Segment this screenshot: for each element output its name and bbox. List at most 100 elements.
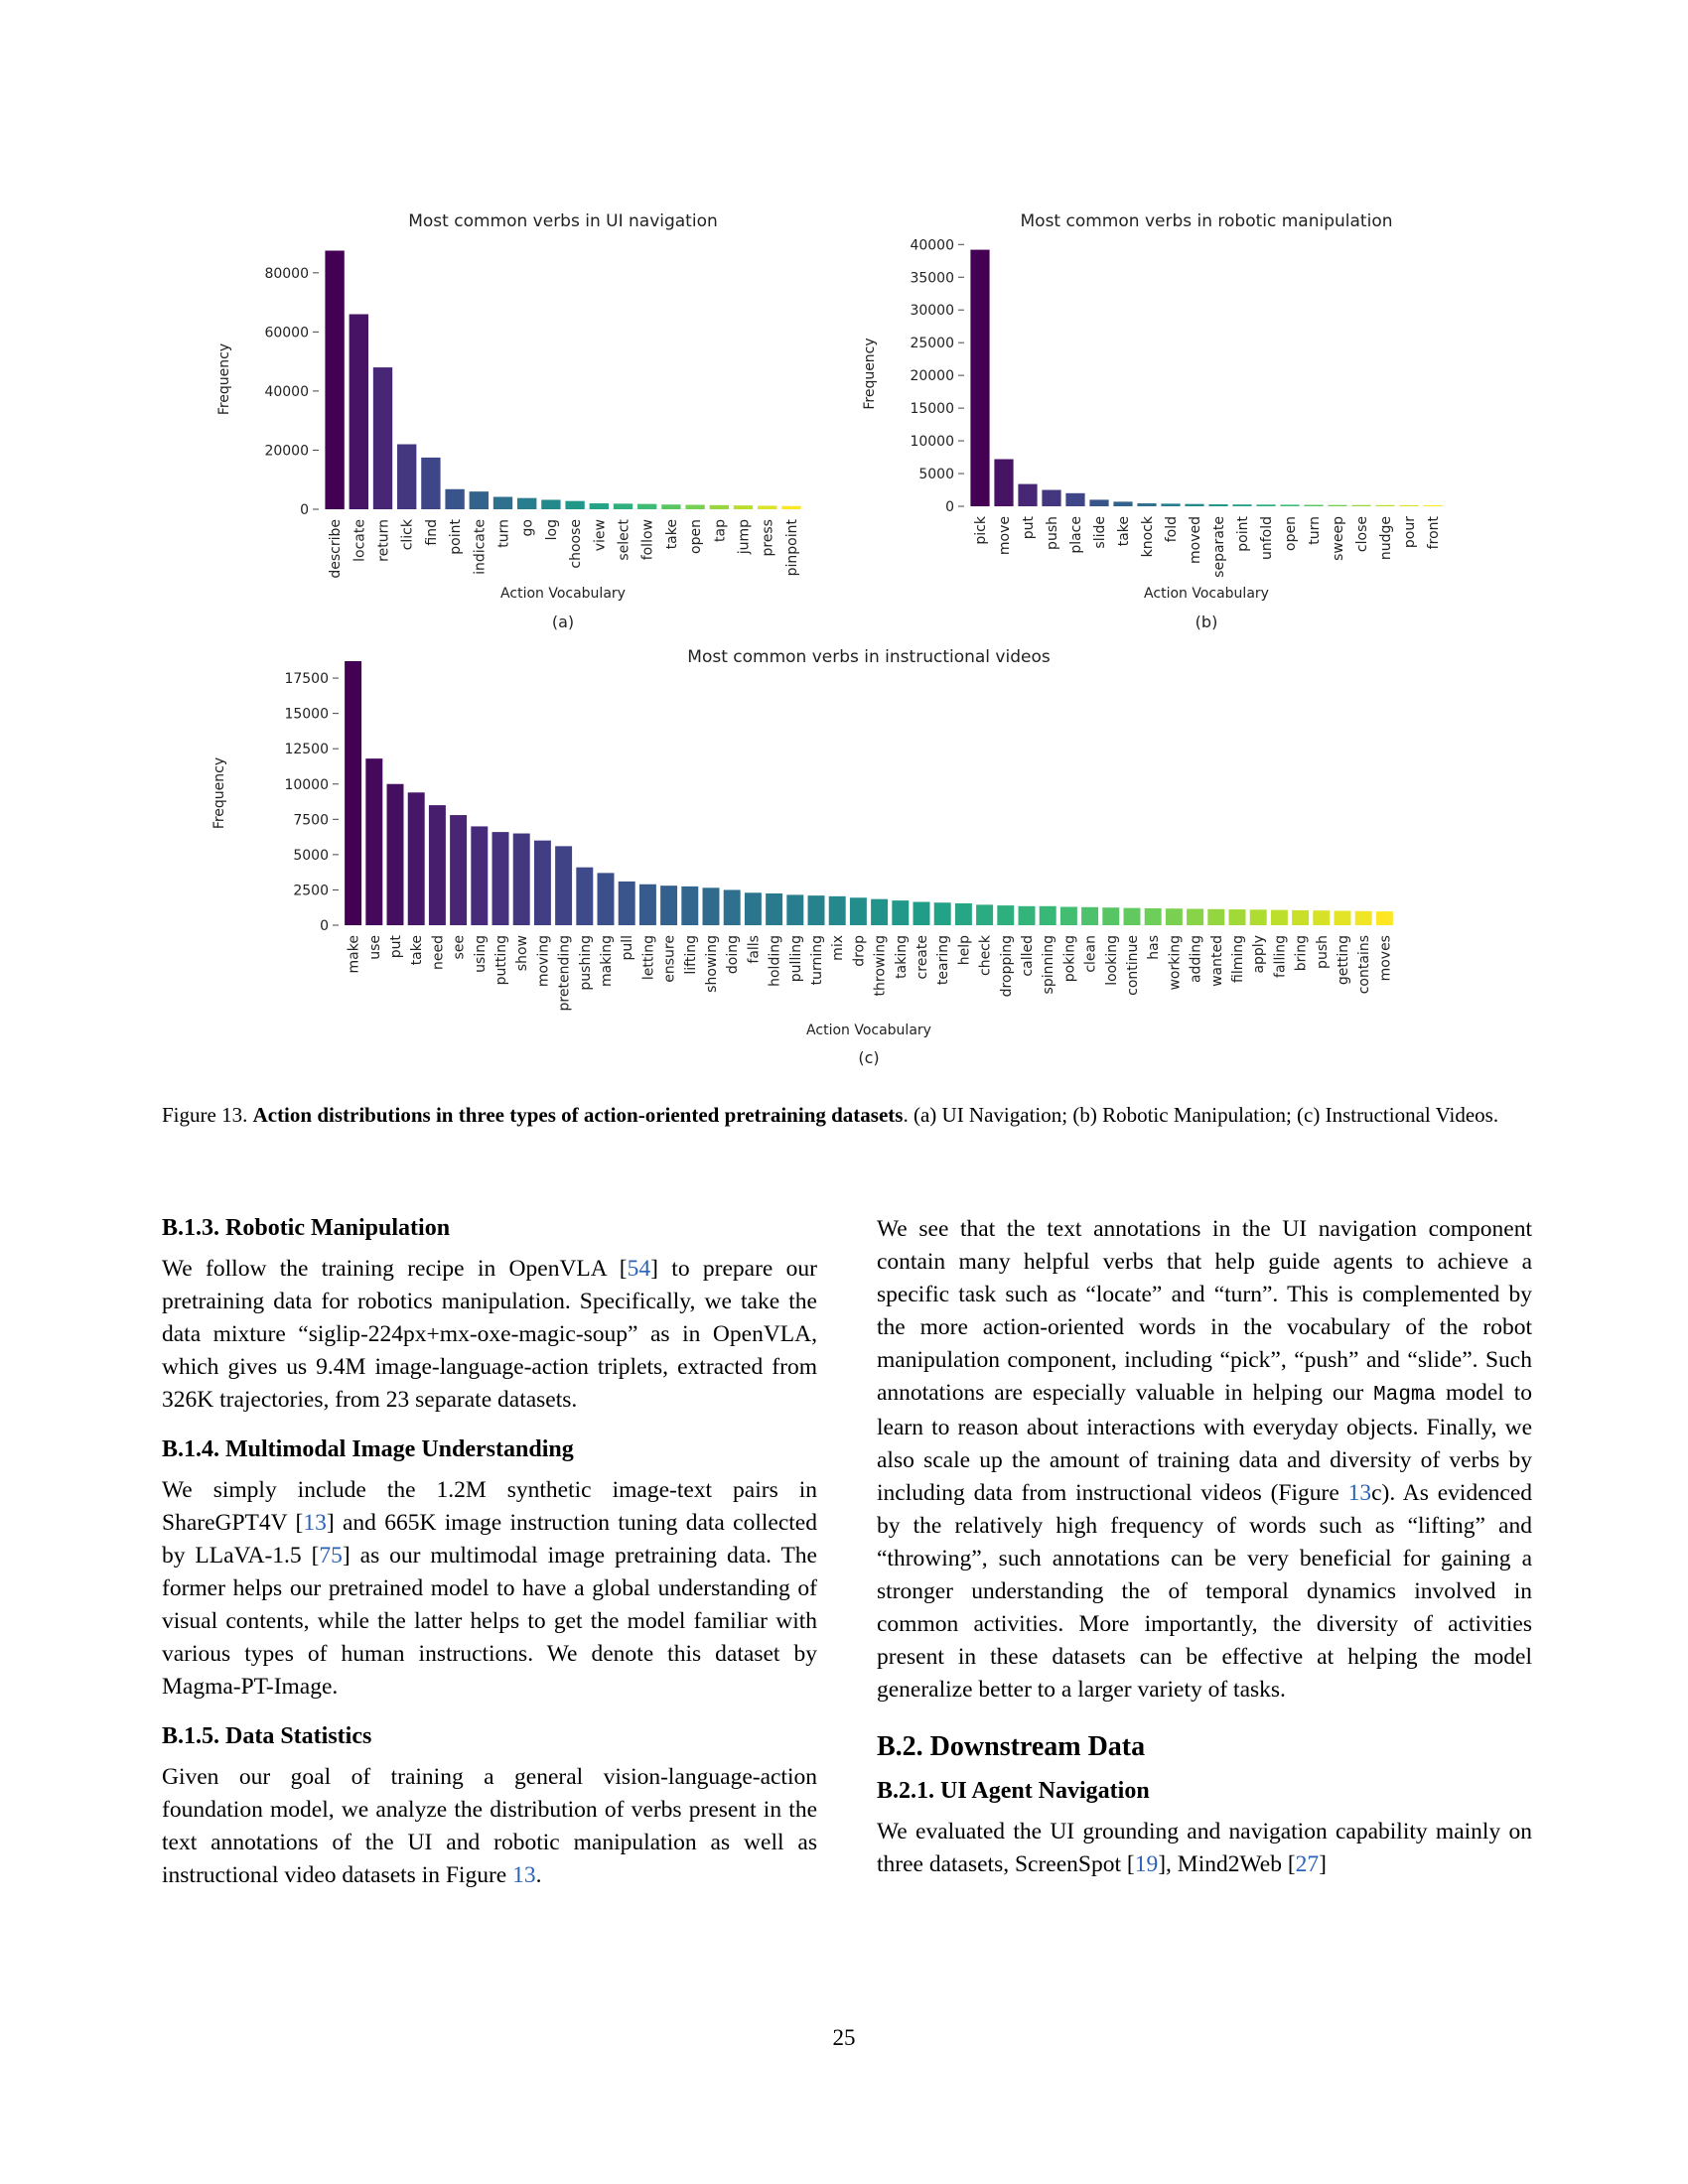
- chart-title: Most common verbs in instructional video…: [687, 647, 1051, 667]
- x-tick-label: holding: [768, 935, 783, 987]
- page-number: 25: [832, 2025, 856, 2050]
- x-tick-label: find: [424, 519, 440, 546]
- bar-close: [1351, 504, 1371, 506]
- x-tick-label: filming: [1230, 935, 1246, 983]
- bar-mix: [828, 895, 846, 925]
- x-tick-label: called: [1020, 935, 1036, 977]
- bar-push: [1313, 910, 1331, 925]
- x-tick-label: open: [688, 519, 704, 554]
- x-tick-label: spinning: [1041, 935, 1056, 994]
- x-tick-label: return: [376, 519, 392, 562]
- x-tick-label: pretending: [557, 935, 573, 1011]
- bar-dropping: [997, 905, 1015, 925]
- citation-link[interactable]: 75: [319, 1543, 343, 1569]
- bar-need: [428, 805, 446, 925]
- figure-link[interactable]: 13: [1347, 1480, 1372, 1506]
- y-tick-label: 0: [300, 502, 309, 518]
- paragraph-multimodal-image: We simply include the 1.2M synthetic ima…: [162, 1474, 817, 1704]
- bar-view: [589, 503, 609, 509]
- bar-throwing: [871, 898, 889, 925]
- figure-caption: Figure 13. Action distributions in three…: [162, 1101, 1527, 1129]
- y-tick-label: 20000: [264, 443, 309, 459]
- right-column: We see that the text annotations in the …: [877, 1213, 1532, 1899]
- bar-use: [365, 758, 383, 925]
- x-tick-label: go: [520, 519, 536, 536]
- section-heading-multimodal-image: B.1.4. Multimodal Image Understanding: [162, 1436, 574, 1462]
- chart-title: Most common verbs in UI navigation: [408, 211, 718, 231]
- x-tick-label: help: [956, 935, 972, 965]
- bar-making: [597, 873, 615, 925]
- paragraph-ui-agent-navigation: We evaluated the UI grounding and naviga…: [877, 1816, 1532, 1881]
- y-tick-label: 0: [945, 499, 954, 515]
- x-tick-label: create: [914, 935, 930, 979]
- bar-point: [1232, 504, 1252, 506]
- x-tick-label: jump: [737, 519, 753, 555]
- y-tick-label: 20000: [910, 368, 954, 384]
- y-tick-label: 12500: [284, 742, 329, 757]
- citation-link[interactable]: 27: [1295, 1851, 1320, 1877]
- bar-lifting: [681, 886, 699, 925]
- bar-moves: [1375, 911, 1393, 925]
- x-tick-label: separate: [1211, 516, 1227, 578]
- x-tick-label: letting: [640, 935, 656, 980]
- x-tick-label: put: [388, 934, 404, 958]
- y-tick-label: 2500: [293, 883, 329, 898]
- bar-push: [1042, 489, 1061, 506]
- x-tick-label: put: [1021, 515, 1037, 539]
- x-tick-label: make: [347, 935, 362, 973]
- bar-moved: [1185, 503, 1204, 506]
- bar-jump: [733, 505, 754, 509]
- bar-open: [1280, 504, 1300, 506]
- figure-link[interactable]: 13: [512, 1862, 536, 1888]
- chart-title: Most common verbs in robotic manipulatio…: [1021, 211, 1393, 231]
- bar-turning: [807, 895, 825, 925]
- bar-front: [1423, 504, 1443, 506]
- x-tick-label: pinpoint: [784, 518, 800, 576]
- paragraph-data-statistics: Given our goal of training a general vis…: [162, 1761, 817, 1892]
- x-tick-label: move: [997, 516, 1013, 555]
- x-tick-label: showing: [704, 935, 720, 993]
- bar-point: [445, 488, 465, 509]
- x-tick-label: drop: [851, 935, 867, 967]
- bar-poking: [1059, 906, 1077, 925]
- bar-falls: [744, 892, 762, 925]
- text-span: We evaluated the UI grounding and naviga…: [877, 1819, 1532, 1877]
- x-tick-label: making: [599, 935, 615, 987]
- y-tick-label: 60000: [264, 325, 309, 341]
- bar-click: [397, 444, 417, 509]
- citation-link[interactable]: 13: [303, 1510, 327, 1536]
- x-tick-label: place: [1068, 516, 1084, 554]
- bar-check: [976, 904, 994, 925]
- citation-link[interactable]: 54: [627, 1256, 651, 1282]
- y-axis-label: Frequency: [211, 757, 227, 829]
- text-span: We simply include the 1.2M synthetic ima…: [162, 1477, 817, 1536]
- bar-follow: [637, 503, 657, 509]
- bar-tearing: [933, 902, 951, 925]
- bar-create: [913, 901, 930, 925]
- bar-select: [613, 503, 633, 509]
- bar-getting: [1334, 910, 1351, 925]
- x-tick-label: pour: [1402, 516, 1418, 548]
- x-tick-label: point: [448, 519, 464, 555]
- bar-take: [1113, 501, 1133, 506]
- y-tick-label: 7500: [293, 812, 329, 828]
- x-tick-label: working: [1167, 935, 1183, 991]
- bar-choose: [565, 500, 585, 509]
- text-span: ] to prepare our pretraining data for ro…: [162, 1256, 817, 1413]
- bar-log: [541, 499, 561, 509]
- y-tick-label: 30000: [910, 303, 954, 319]
- x-tick-label: view: [592, 519, 608, 551]
- bar-place: [1065, 492, 1085, 506]
- x-tick-label: lifting: [683, 935, 699, 975]
- bar-continue: [1123, 907, 1141, 925]
- bar-describe: [325, 250, 345, 509]
- x-tick-label: see: [452, 935, 468, 960]
- x-tick-label: using: [473, 935, 489, 973]
- bar-taking: [892, 900, 910, 925]
- y-tick-label: 15000: [284, 707, 329, 723]
- x-tick-label: clean: [1083, 935, 1099, 973]
- x-tick-label: adding: [1189, 935, 1204, 983]
- bar-show: [512, 833, 530, 925]
- citation-link[interactable]: 19: [1134, 1851, 1159, 1877]
- panel-label: (a): [552, 613, 574, 631]
